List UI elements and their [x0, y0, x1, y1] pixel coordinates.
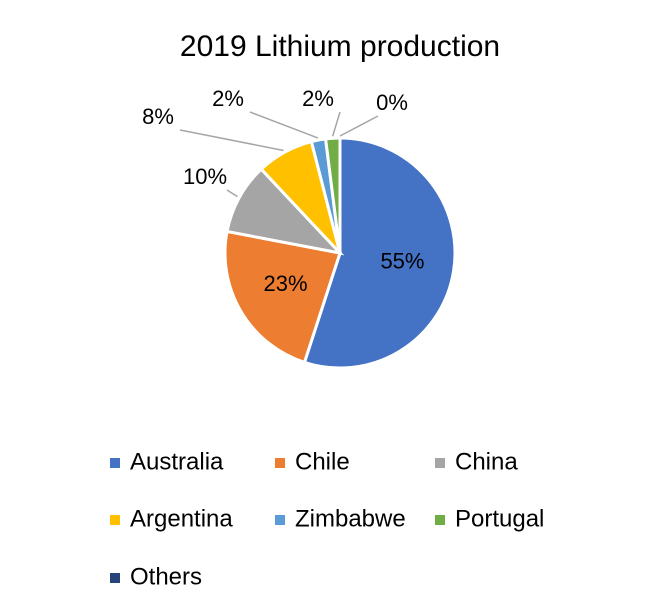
pie-slice: [302, 136, 457, 370]
legend-swatch: [110, 458, 120, 468]
legend-label: Argentina: [130, 505, 233, 532]
legend-label: Australia: [130, 448, 224, 475]
data-label: 2%: [302, 86, 334, 111]
leader-line: [331, 111, 341, 137]
legend-swatch: [110, 573, 120, 583]
pie-slice: [223, 229, 342, 365]
leader-line: [226, 189, 238, 198]
data-label: 8%: [142, 104, 174, 129]
legend-swatch: [110, 515, 120, 525]
leader-line: [339, 115, 379, 137]
data-label: 2%: [212, 86, 244, 111]
legend-label: Portugal: [455, 505, 544, 532]
leader-line: [249, 111, 319, 139]
data-label: 10%: [183, 164, 227, 189]
data-label: 55%: [380, 249, 424, 274]
data-label: 23%: [264, 271, 308, 296]
legend-label: Zimbabwe: [295, 505, 406, 532]
legend-label: Others: [130, 563, 202, 590]
legend-label: Chile: [295, 448, 350, 475]
legend-swatch: [435, 458, 445, 468]
legend-swatch: [275, 515, 285, 525]
data-label: 0%: [376, 90, 408, 115]
leader-line: [179, 129, 284, 152]
legend-swatch: [275, 458, 285, 468]
legend-swatch: [435, 515, 445, 525]
chart-title: 2019 Lithium production: [180, 30, 500, 63]
legend-label: China: [455, 448, 518, 475]
